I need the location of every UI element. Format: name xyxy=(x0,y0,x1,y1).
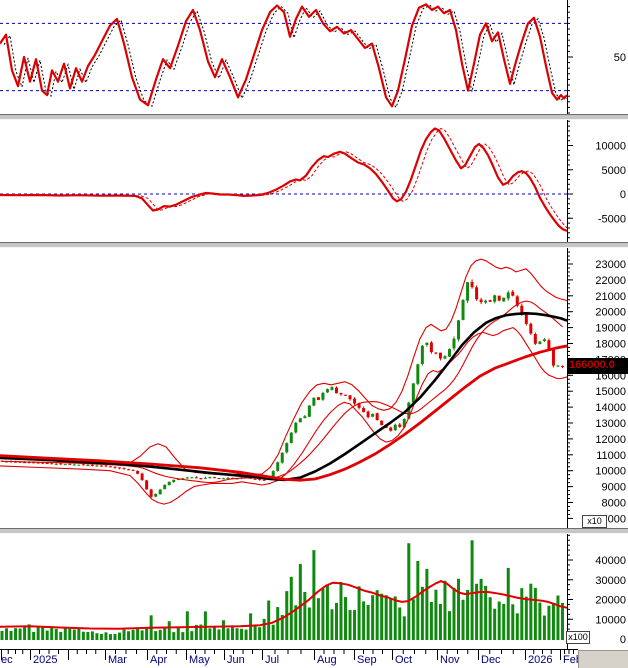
month-label: ec xyxy=(1,654,13,666)
svg-text:50: 50 xyxy=(614,52,626,64)
svg-text:21000: 21000 xyxy=(595,291,626,303)
price-axis-multiplier: x10 xyxy=(582,515,607,528)
bollinger-upper xyxy=(0,258,567,476)
volume-axis-multiplier: x100 xyxy=(566,631,590,644)
macd-panel xyxy=(0,127,567,232)
splitter-2[interactable] xyxy=(0,242,628,248)
svg-text:9000: 9000 xyxy=(602,482,626,494)
svg-text:7000: 7000 xyxy=(602,513,626,525)
price-panel xyxy=(0,258,567,505)
macd-line xyxy=(0,127,567,232)
svg-text:40000: 40000 xyxy=(595,555,626,567)
month-label: 2026 xyxy=(528,654,552,666)
svg-text:12000: 12000 xyxy=(595,434,626,446)
svg-text:18000: 18000 xyxy=(595,339,626,351)
month-label: Apr xyxy=(150,654,167,666)
month-label: Aug xyxy=(317,654,337,666)
price-axis: 2300022000210002000019000180001700016000… xyxy=(567,248,626,528)
splitter-3[interactable] xyxy=(0,528,628,534)
svg-text:14000: 14000 xyxy=(595,402,626,414)
oscillator-line xyxy=(0,3,567,108)
volume-axis: 40000 30000 20000 10000 0 xyxy=(567,534,626,649)
svg-text:10000: 10000 xyxy=(595,614,626,626)
time-axis: ec 2025 Mar Apr May Jun Jul Aug Sep Oct Nov Dec 2026… xyxy=(0,649,582,666)
bollinger-mid xyxy=(1,300,563,484)
svg-text:20000: 20000 xyxy=(595,595,626,607)
svg-text:13000: 13000 xyxy=(595,418,626,430)
month-label: Dec xyxy=(481,654,501,666)
month-label: Sep xyxy=(357,654,377,666)
svg-text:22000: 22000 xyxy=(595,275,626,287)
month-label: Oct xyxy=(395,654,412,666)
svg-text:10000: 10000 xyxy=(595,141,626,153)
macd-axis: 10000 5000 0 -5000 xyxy=(567,120,626,242)
svg-text:0: 0 xyxy=(620,189,626,201)
month-label: Jul xyxy=(265,654,279,666)
ma-slow-black xyxy=(0,312,567,482)
bollinger-lower xyxy=(0,327,567,505)
ma-long-red xyxy=(0,344,567,482)
svg-text:10000: 10000 xyxy=(595,466,626,478)
month-label: Feb xyxy=(563,654,582,666)
svg-text:30000: 30000 xyxy=(595,575,626,587)
month-label: Mar xyxy=(108,654,127,666)
splitter-1[interactable] xyxy=(0,114,628,120)
last-price-tag: 166000.0 xyxy=(567,358,628,374)
svg-text:11000: 11000 xyxy=(596,450,626,462)
volume-panel xyxy=(0,540,567,640)
month-label: Jun xyxy=(227,654,245,666)
svg-text:8000: 8000 xyxy=(602,498,626,510)
stochastic-axis: 50 xyxy=(567,0,626,114)
svg-text:23000: 23000 xyxy=(595,259,626,271)
macd-signal-line xyxy=(5,127,567,229)
month-label: Nov xyxy=(440,654,460,666)
oscillator-signal-line xyxy=(3,4,567,109)
candles xyxy=(0,279,564,498)
stochastic-panel xyxy=(0,3,567,109)
svg-text:20000: 20000 xyxy=(595,307,626,319)
month-label: 2025 xyxy=(33,654,57,666)
month-label: May xyxy=(189,654,210,666)
svg-text:19000: 19000 xyxy=(595,323,626,335)
volume-ma-line xyxy=(0,580,567,630)
scrollbar-corner xyxy=(578,650,628,668)
svg-text:5000: 5000 xyxy=(602,165,626,177)
svg-text:0: 0 xyxy=(620,634,626,646)
svg-text:-5000: -5000 xyxy=(598,213,626,225)
svg-text:15000: 15000 xyxy=(595,386,626,398)
